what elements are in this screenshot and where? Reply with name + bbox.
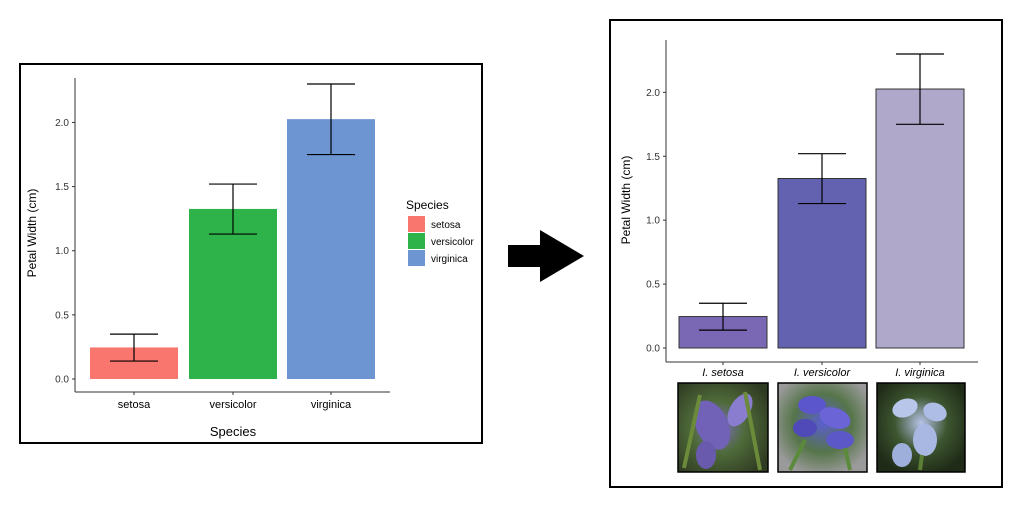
right-y-axis-label: Petal Width (cm) xyxy=(619,156,633,245)
left-x-tick-label-2: virginica xyxy=(311,399,352,411)
legend-item-2: virginica xyxy=(408,250,468,266)
right-bar-1 xyxy=(777,178,867,349)
legend-item-1: versicolor xyxy=(408,233,474,249)
iris-virginica-photo xyxy=(876,382,966,473)
right-y-tick-label-3: 1.5 xyxy=(646,152,660,163)
right-y-tick-label-4: 2.0 xyxy=(646,88,660,99)
right-arrow-icon xyxy=(508,230,584,282)
left-error-bar-2 xyxy=(307,83,355,156)
left-bar-1 xyxy=(189,208,277,379)
left-y-tick-label-4: 2.0 xyxy=(55,118,69,129)
legend-item-0: setosa xyxy=(408,216,461,232)
left-y-tick-label-1: 0.5 xyxy=(55,310,69,321)
left-y-tick-label-2: 1.0 xyxy=(55,246,69,257)
left-x-tick-label-1: versicolor xyxy=(209,399,256,411)
legend-swatch-1 xyxy=(408,233,425,249)
left-x-axis-label: Species xyxy=(210,424,257,439)
right-error-bar-0 xyxy=(699,302,747,331)
right-chart: 0.00.51.01.52.0 I. setosa I. versicolor I.… xyxy=(609,19,1003,488)
right-error-bar-2 xyxy=(896,53,944,125)
legend-title: Species xyxy=(406,198,449,212)
legend-swatch-0 xyxy=(408,216,425,232)
right-y-tick-label-0: 0.0 xyxy=(646,344,660,355)
left-x-tick-label-0: setosa xyxy=(118,399,151,411)
right-x-ticks: I. setosa I. versicolor I. virginica xyxy=(702,362,945,379)
left-x-ticks: setosa versicolor virginica xyxy=(118,392,352,411)
right-x-tick-label-2: I. virginica xyxy=(895,367,945,379)
legend-label-1: versicolor xyxy=(431,237,474,248)
left-legend: Species setosa versicolor virginica xyxy=(406,198,474,266)
right-x-tick-label-0: I. setosa xyxy=(702,367,744,379)
right-error-bar-1 xyxy=(798,153,846,205)
left-y-tick-label-0: 0.0 xyxy=(55,375,69,386)
right-bars xyxy=(678,88,965,349)
left-y-ticks: 0.0 0.5 1.0 1.5 2.0 xyxy=(55,118,75,386)
right-error-bars xyxy=(699,53,944,331)
right-y-ticks: 0.0 0.5 1.0 1.5 2.0 xyxy=(646,88,666,355)
legend-swatch-2 xyxy=(408,250,425,266)
right-y-tick-label-2: 1.0 xyxy=(646,216,660,227)
iris-versicolor-photo xyxy=(777,382,868,473)
left-error-bar-0 xyxy=(110,333,158,362)
legend-items: setosa versicolor virginica xyxy=(408,216,474,266)
legend-label-2: virginica xyxy=(431,254,468,265)
right-bar-2 xyxy=(875,88,965,349)
left-y-axis-label: Petal Width (cm) xyxy=(25,189,39,278)
left-error-bar-1 xyxy=(209,183,257,235)
left-y-tick-label-3: 1.5 xyxy=(55,182,69,193)
legend-label-0: setosa xyxy=(431,220,461,231)
iris-setosa-photo xyxy=(677,382,769,473)
left-bar-2 xyxy=(287,119,375,379)
left-error-bars xyxy=(110,83,355,362)
right-x-tick-label-1: I. versicolor xyxy=(794,367,852,379)
right-y-tick-label-1: 0.5 xyxy=(646,280,660,291)
left-bars xyxy=(90,119,375,379)
left-chart: 0.0 0.5 1.0 1.5 2.0 setosa versicolor virginic… xyxy=(19,63,483,444)
